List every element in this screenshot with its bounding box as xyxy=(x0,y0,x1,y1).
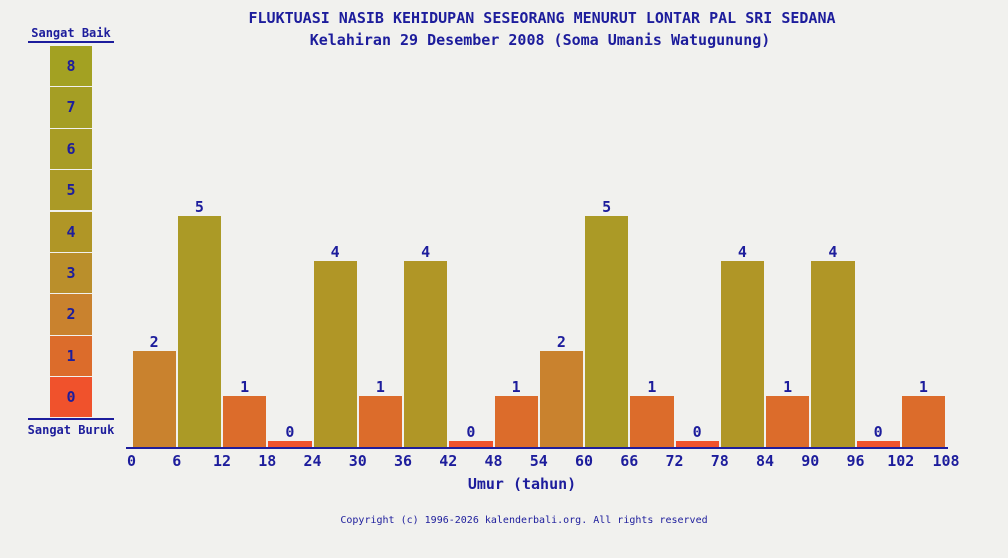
x-tick-48: 48 xyxy=(484,452,503,470)
bar-value-label: 4 xyxy=(737,242,747,261)
bar-value-label: 0 xyxy=(466,422,476,441)
bar-age-36-42 xyxy=(404,260,448,448)
legend-box-value-6: 6 xyxy=(50,128,92,169)
x-tick-60: 60 xyxy=(574,452,594,470)
bar-value-label: 2 xyxy=(149,332,159,351)
x-axis-label: Umur (tahun) xyxy=(467,475,577,493)
legend-bottom-rule xyxy=(28,418,114,420)
bar-age-12-18 xyxy=(223,395,267,448)
legend-box-value-3: 3 xyxy=(50,253,92,294)
x-tick-18: 18 xyxy=(258,452,277,470)
bar-value-label: 1 xyxy=(375,377,385,396)
bar-value-label: 4 xyxy=(828,242,838,261)
bar-value-label: 4 xyxy=(330,242,340,261)
bar-value-label: 1 xyxy=(783,377,793,396)
bar-value-label: 4 xyxy=(421,242,431,261)
legend-box-value-8: 8 xyxy=(50,46,92,87)
legend-box-value-1: 1 xyxy=(50,335,92,376)
x-tick-12: 12 xyxy=(212,452,232,470)
legend-best-label: Sangat Baik xyxy=(31,26,111,40)
bar-age-84-90 xyxy=(766,395,810,448)
x-tick-6: 6 xyxy=(172,452,182,470)
bar-age-90-96 xyxy=(811,260,855,448)
x-tick-36: 36 xyxy=(393,452,413,470)
bar-age-54-60 xyxy=(539,350,583,448)
bar-age-48-54 xyxy=(494,395,538,448)
chart-subtitle: Kelahiran 29 Desember 2008 (Soma Umanis … xyxy=(309,31,771,49)
x-tick-0: 0 xyxy=(126,452,137,470)
legend-box-value-2: 2 xyxy=(50,294,92,335)
legend-top-rule xyxy=(28,41,114,43)
bar-value-label: 1 xyxy=(240,377,250,396)
x-tick-108: 108 xyxy=(932,452,960,470)
bar-age-66-72 xyxy=(630,395,674,448)
bar-age-30-36 xyxy=(358,395,402,448)
x-tick-66: 66 xyxy=(620,452,639,470)
legend-box-value-5: 5 xyxy=(50,170,92,211)
legend-box-value-0: 0 xyxy=(50,377,92,418)
x-tick-24: 24 xyxy=(303,452,322,470)
bar-age-6-12 xyxy=(177,215,221,448)
bar-value-label: 5 xyxy=(602,197,612,216)
chart-title: FLUKTUASI NASIB KEHIDUPAN SESEORANG MENU… xyxy=(248,9,836,27)
x-tick-84: 84 xyxy=(755,452,775,470)
legend-box-value-4: 4 xyxy=(50,211,92,252)
bar-value-label: 0 xyxy=(873,422,883,441)
bar-age-18-24 xyxy=(268,440,312,448)
bar-age-60-66 xyxy=(585,215,629,448)
bar-value-label: 0 xyxy=(692,422,702,441)
bar-value-label: 1 xyxy=(918,377,928,396)
bar-age-78-84 xyxy=(720,260,764,448)
bar-value-label: 1 xyxy=(511,377,521,396)
x-tick-54: 54 xyxy=(529,452,548,470)
x-tick-102: 102 xyxy=(887,452,915,470)
legend-box-value-7: 7 xyxy=(50,87,92,128)
x-tick-78: 78 xyxy=(710,452,729,470)
bar-age-96-102 xyxy=(856,440,900,448)
x-tick-42: 42 xyxy=(439,452,458,470)
copyright-text: Copyright (c) 1996-2026 kalenderbali.org… xyxy=(340,515,708,526)
bar-value-label: 0 xyxy=(285,422,295,441)
x-tick-96: 96 xyxy=(846,452,865,470)
bar-age-0-6 xyxy=(132,350,176,448)
bar-value-label: 2 xyxy=(556,332,566,351)
bar-age-42-48 xyxy=(449,440,493,448)
x-tick-30: 30 xyxy=(348,452,367,470)
x-tick-72: 72 xyxy=(665,452,684,470)
bar-value-label: 1 xyxy=(647,377,657,396)
bar-value-label: 5 xyxy=(194,197,204,216)
bar-age-24-30 xyxy=(313,260,357,448)
legend-worst-label: Sangat Buruk xyxy=(27,423,115,437)
x-tick-90: 90 xyxy=(801,452,820,470)
bar-age-102-108 xyxy=(901,395,945,448)
x-axis-line xyxy=(126,447,948,449)
bar-age-72-78 xyxy=(675,440,719,448)
